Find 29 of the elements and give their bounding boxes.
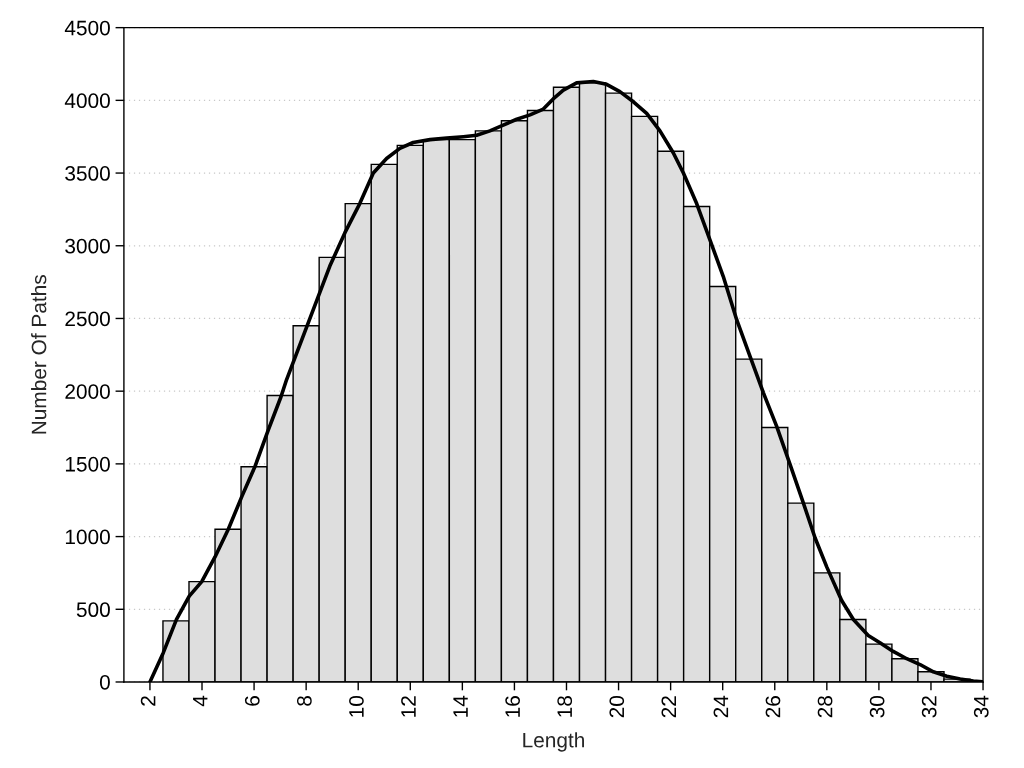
- x-tick-label: 8: [296, 696, 312, 706]
- x-tick-label: 26: [765, 696, 781, 718]
- y-tick-label: 4500: [64, 20, 110, 36]
- x-axis-title: Length: [523, 732, 584, 752]
- y-tick-label: 1500: [65, 456, 110, 472]
- x-tick-label: 4: [193, 695, 208, 707]
- x-tick-label: 2: [140, 696, 156, 706]
- x-tick-label: 12: [401, 696, 416, 717]
- x-tick-label: 30: [869, 695, 885, 718]
- x-tick-label: 14: [453, 695, 468, 717]
- x-tick-label: 34: [973, 695, 989, 718]
- x-tick-label: 10: [349, 695, 364, 717]
- x-tick-label: 18: [557, 696, 573, 717]
- x-tick-label: 6: [244, 696, 260, 706]
- x-tick-label: 22: [661, 696, 677, 718]
- y-tick-label: 2500: [65, 311, 110, 327]
- x-tick-label: 32: [921, 696, 937, 718]
- y-tick-label: 3500: [65, 166, 110, 181]
- y-tick-label: 2000: [65, 384, 110, 399]
- y-tick-label: 4000: [64, 93, 110, 109]
- y-tick-label: 0: [99, 674, 110, 690]
- y-tick-label: 500: [76, 602, 110, 618]
- y-axis-title: Number Of Paths: [31, 275, 47, 434]
- x-tick-label: 28: [817, 696, 833, 718]
- x-tick-label: 20: [609, 695, 625, 718]
- y-tick-label: 1000: [65, 529, 110, 545]
- y-tick-label: 3000: [65, 238, 110, 254]
- x-tick-label: 24: [713, 695, 729, 718]
- x-tick-label: 16: [505, 696, 521, 717]
